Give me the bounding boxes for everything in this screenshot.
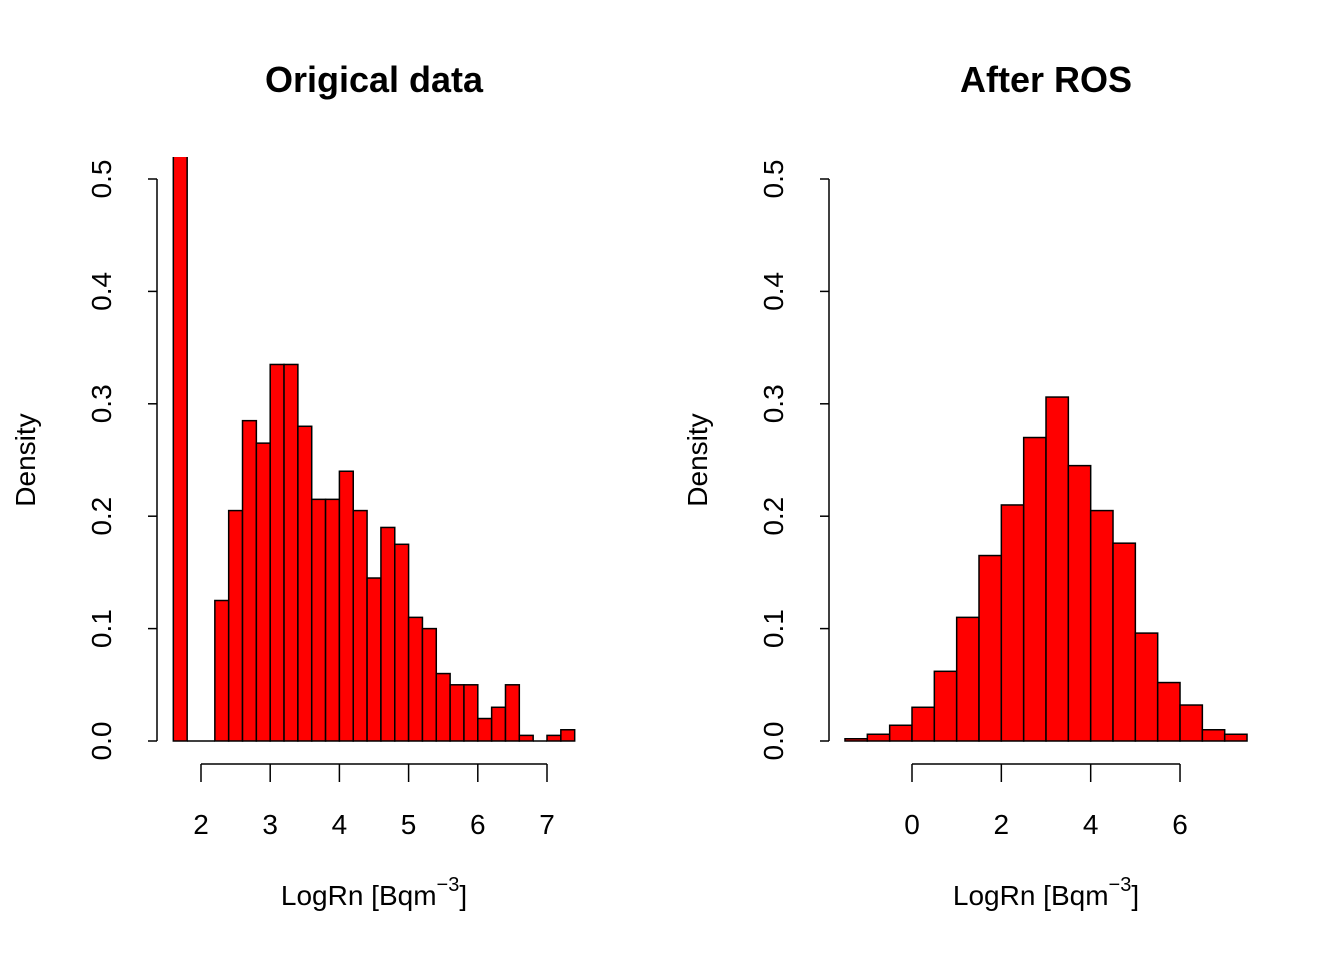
histogram-bar (435, 672, 451, 742)
histogram-bar (477, 717, 493, 742)
y-tick-label: 0.5 (86, 160, 117, 199)
y-tick-label: 0.1 (86, 609, 117, 648)
panel-after-ros: After ROS Density LogRn [Bqm−3] 0.0 0.1 0.… (682, 59, 1248, 911)
x-tick-label: 2 (193, 809, 209, 840)
histogram-bar (421, 627, 438, 742)
histogram-bar (518, 734, 534, 742)
y-axis-label: Density (10, 413, 41, 506)
x-axis-label: LogRn [Bqm−3] (281, 874, 467, 911)
y-tick-label: 0.2 (758, 497, 789, 536)
histogram-bar (1067, 464, 1092, 742)
histogram-bar (933, 670, 958, 742)
histogram-bar (380, 526, 396, 742)
histogram-bar (866, 733, 891, 742)
bars (172, 157, 576, 742)
y-tick-label: 0.0 (86, 722, 117, 761)
histogram-bar (352, 509, 368, 742)
histogram-bar (241, 419, 258, 742)
histogram-bar (449, 684, 465, 742)
x-axis-label-close: ] (1131, 880, 1139, 911)
y-tick-label: 0.0 (758, 722, 789, 761)
histogram-bar (269, 363, 285, 742)
x-tick-label: 5 (401, 809, 417, 840)
histogram-bar (978, 554, 1003, 742)
histogram-bar (1156, 681, 1181, 742)
x-axis-label-sup: −3 (437, 874, 460, 896)
histogram-bar (172, 157, 188, 742)
histogram-bar (546, 734, 562, 742)
x-tick-label: 4 (332, 809, 348, 840)
histogram-bar (1022, 436, 1047, 742)
histogram-bar (490, 706, 507, 742)
histogram-bar (1089, 509, 1114, 742)
histogram-bar (1134, 632, 1159, 742)
histogram-bar (310, 498, 327, 742)
histogram-bar (911, 706, 936, 742)
panel-original-data: Origical data Density LogRn [Bqm−3] 0.0 0… (10, 59, 576, 911)
x-axis-label-sup: −3 (1109, 874, 1132, 896)
x-tick-label: 3 (262, 809, 278, 840)
y-axis-label: Density (682, 413, 713, 506)
histogram-bar (1179, 704, 1204, 742)
x-tick-label: 0 (904, 809, 920, 840)
histogram-bar (888, 724, 913, 742)
histogram-bar (1112, 542, 1137, 742)
histogram-bar (1201, 729, 1226, 742)
x-axis-label-main: LogRn [Bqm (281, 880, 437, 911)
histogram-bar (324, 498, 341, 742)
y-tick-label: 0.5 (758, 160, 789, 199)
histogram-bar (283, 363, 299, 742)
histogram-bar (844, 738, 869, 742)
histogram-bar (227, 509, 244, 742)
histogram-bar (504, 684, 521, 742)
y-tick-label: 0.2 (86, 497, 117, 536)
histogram-bar (297, 425, 313, 742)
histogram-bar (214, 599, 230, 742)
x-tick-label: 2 (994, 809, 1010, 840)
chart-title: After ROS (960, 59, 1132, 100)
x-tick-label: 6 (1172, 809, 1188, 840)
histogram-bar (338, 470, 354, 742)
histogram-bar (407, 616, 424, 742)
histogram-bar (560, 729, 576, 742)
y-tick-label: 0.1 (758, 609, 789, 648)
histogram-bar (255, 442, 271, 742)
x-axis-label-main: LogRn [Bqm (953, 880, 1109, 911)
histogram-bar (1000, 504, 1025, 742)
histogram-bar (1223, 733, 1248, 742)
y-tick-label: 0.3 (758, 384, 789, 423)
x-tick-label: 6 (470, 809, 486, 840)
x-tick-label: 4 (1083, 809, 1099, 840)
x-axis-label-close: ] (459, 880, 467, 911)
histogram-bar (955, 616, 980, 742)
x-tick-label: 7 (539, 809, 555, 840)
y-tick-label: 0.3 (86, 384, 117, 423)
histogram-bar (1045, 396, 1070, 742)
bars (844, 396, 1248, 742)
chart-title: Origical data (265, 59, 484, 100)
histogram-bar (463, 684, 479, 742)
x-axis-label: LogRn [Bqm−3] (953, 874, 1139, 911)
y-tick-label: 0.4 (758, 272, 789, 311)
histogram-bar (394, 543, 410, 742)
histogram-bar (366, 577, 382, 742)
y-tick-label: 0.4 (86, 272, 117, 311)
